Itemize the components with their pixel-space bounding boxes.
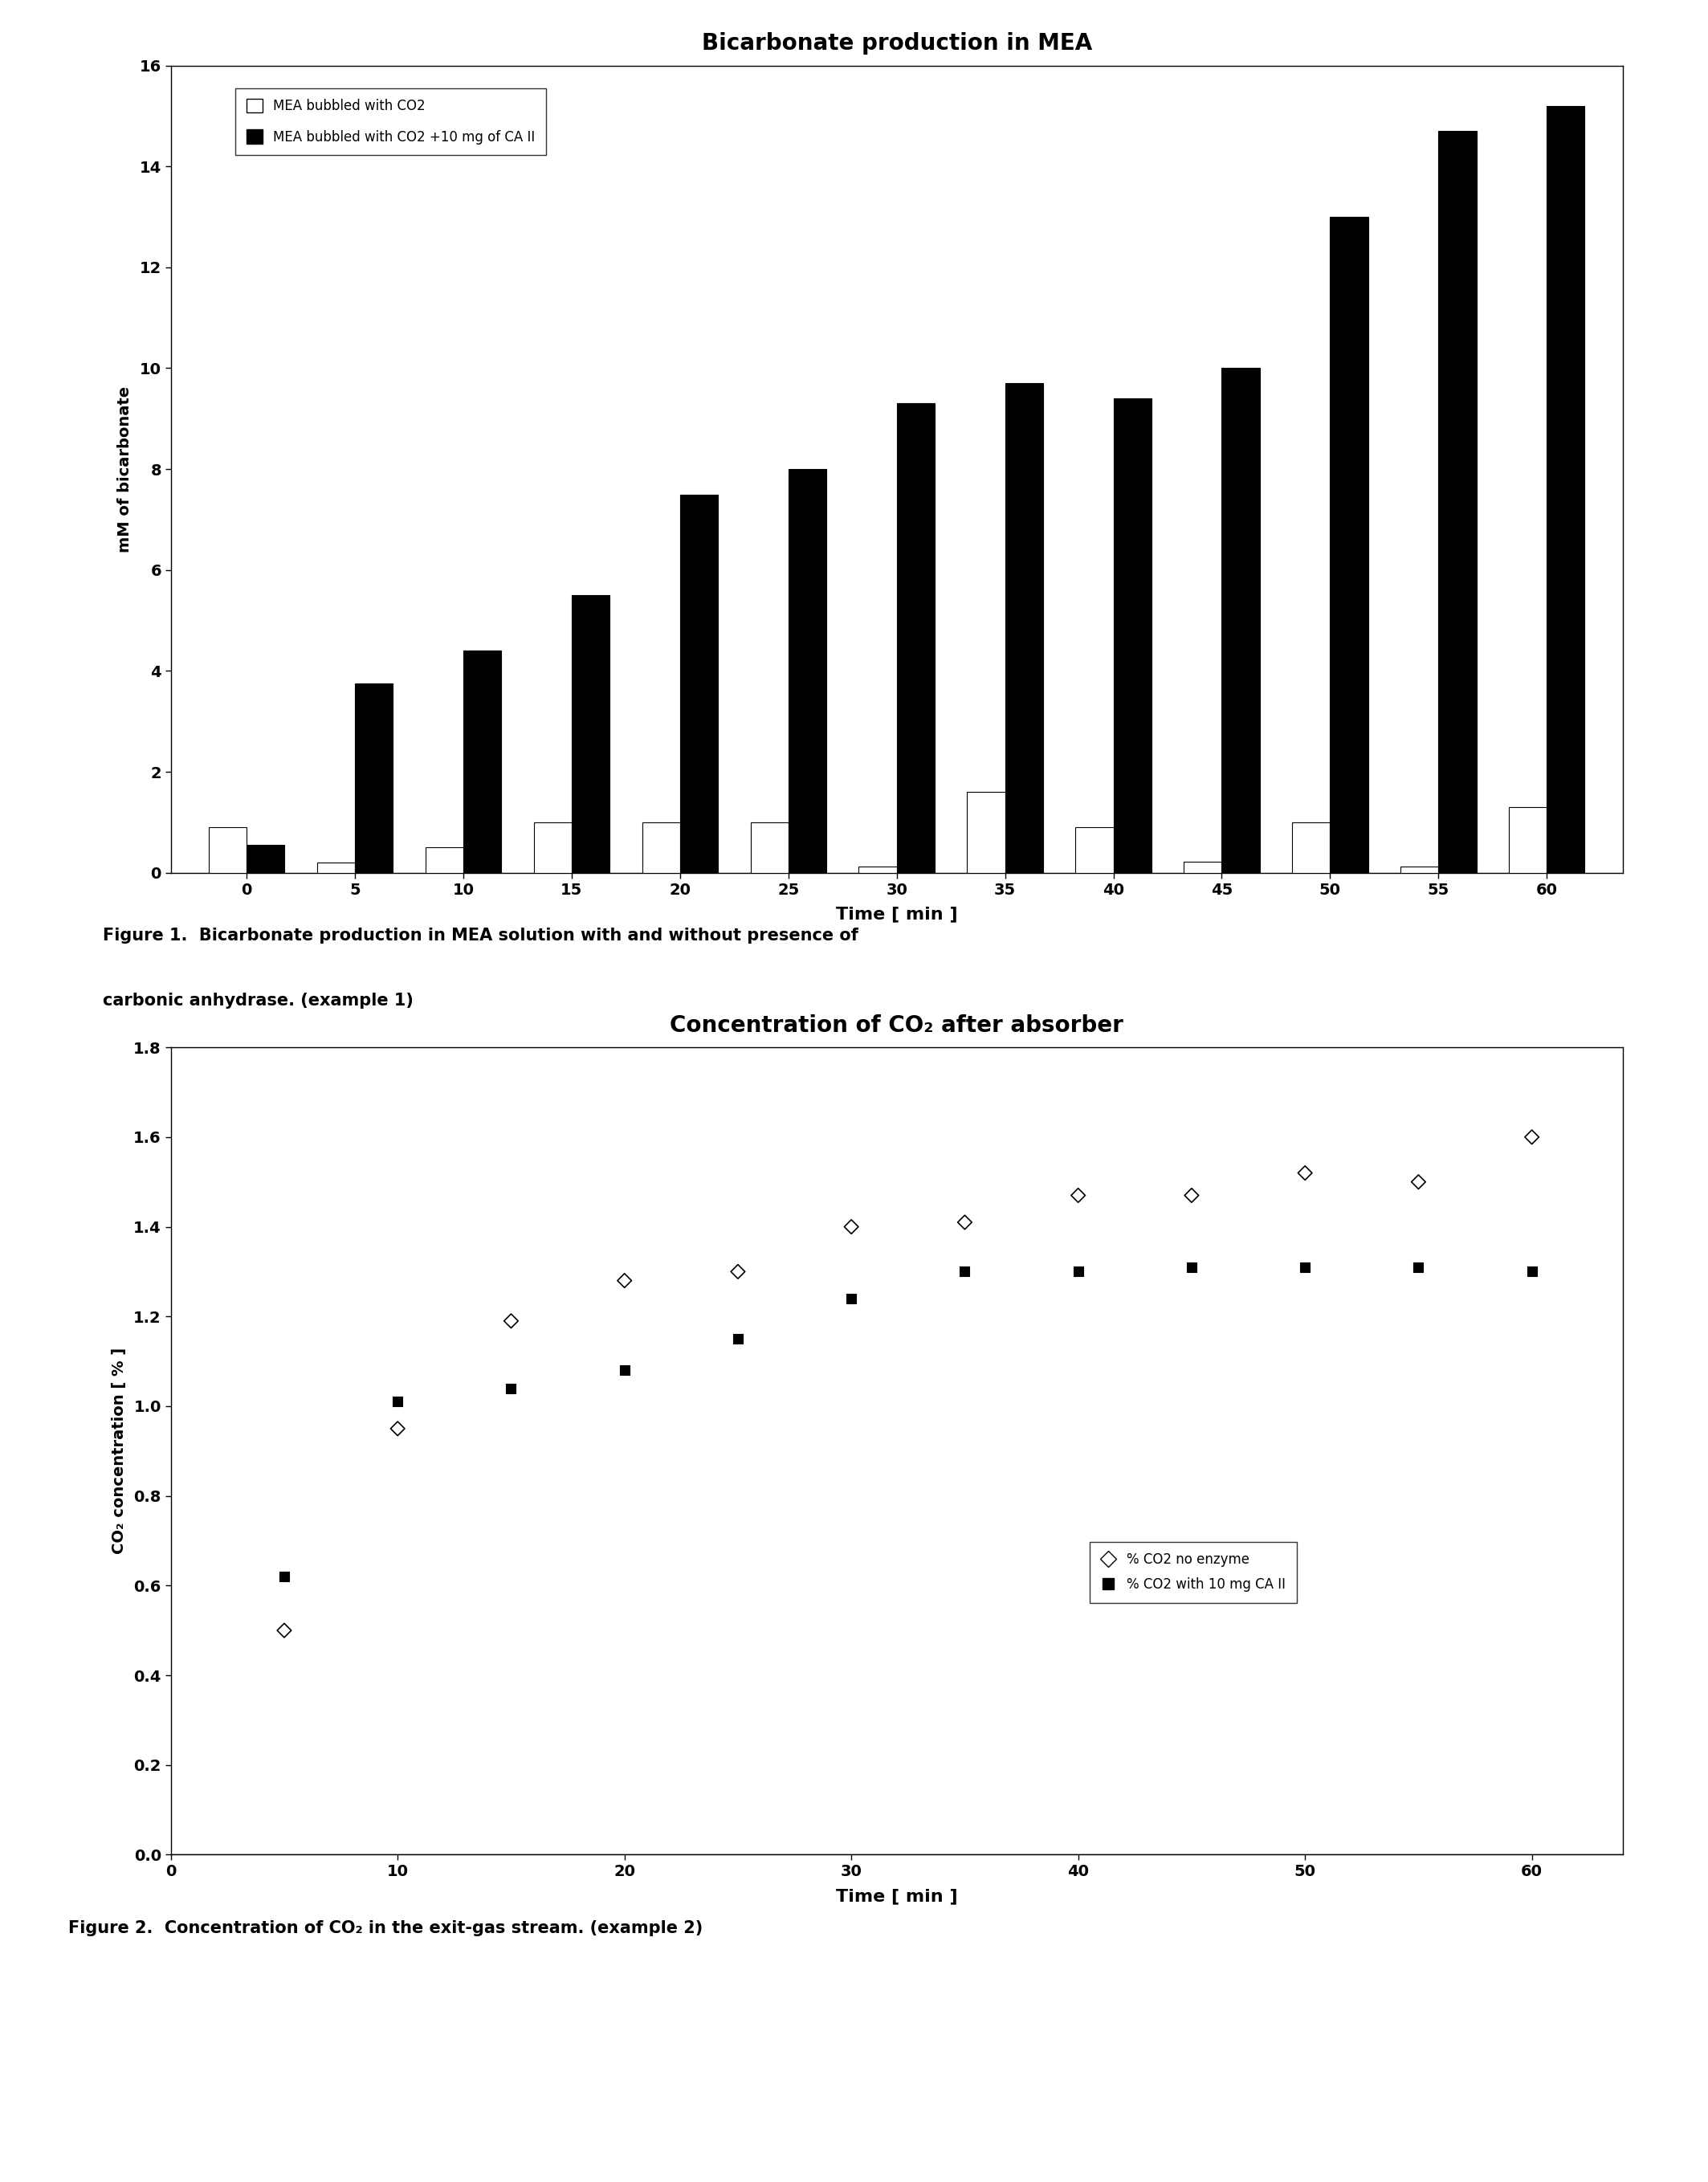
Bar [642,823,680,873]
Bar [208,827,246,873]
Legend: % CO2 no enzyme, % CO2 with 10 mg CA II: % CO2 no enzyme, % CO2 with 10 mg CA II [1090,1543,1296,1602]
Bar [533,823,572,873]
% CO2 with 10 mg CA II [270,1560,297,1595]
% CO2 no enzyme [270,1612,297,1647]
% CO2 no enzyme [611,1263,639,1298]
Y-axis label: CO₂ concentration [ % ]: CO₂ concentration [ % ] [111,1348,126,1554]
% CO2 no enzyme [497,1303,524,1338]
Text: Figure 1.  Bicarbonate production in MEA solution with and without presence of: Figure 1. Bicarbonate production in MEA … [102,927,857,943]
Bar [246,844,285,873]
% CO2 no enzyme [837,1209,864,1244]
Bar [1438,131,1476,873]
Bar [425,847,463,873]
Bar [897,404,934,873]
% CO2 no enzyme [1291,1156,1319,1191]
% CO2 no enzyme [1404,1165,1431,1200]
Title: Concentration of CO₂ after absorber: Concentration of CO₂ after absorber [670,1015,1124,1036]
Bar [355,683,393,873]
Y-axis label: mM of bicarbonate: mM of bicarbonate [118,386,133,552]
% CO2 with 10 mg CA II [724,1322,752,1357]
% CO2 no enzyme [1179,1178,1206,1213]
% CO2 no enzyme [1518,1119,1546,1154]
% CO2 with 10 mg CA II [1518,1255,1546,1290]
Bar [750,823,789,873]
Bar [572,596,610,873]
Bar [1401,866,1438,873]
% CO2 no enzyme [951,1204,979,1239]
Bar [1221,369,1261,873]
Bar [1004,384,1044,873]
Bar [1547,107,1585,873]
X-axis label: Time [ min ]: Time [ min ] [835,906,958,923]
% CO2 with 10 mg CA II [497,1370,524,1405]
% CO2 no enzyme [384,1412,412,1447]
Bar [1331,216,1368,873]
% CO2 with 10 mg CA II [1404,1250,1431,1285]
Bar [1184,862,1221,873]
% CO2 no enzyme [724,1255,752,1290]
% CO2 with 10 mg CA II [951,1255,979,1290]
Bar [1076,827,1114,873]
Bar [1114,399,1151,873]
Bar [967,792,1004,873]
% CO2 with 10 mg CA II [1291,1250,1319,1285]
Bar [463,650,500,873]
Text: Figure 2.  Concentration of CO₂ in the exit-gas stream. (example 2): Figure 2. Concentration of CO₂ in the ex… [68,1920,704,1935]
Title: Bicarbonate production in MEA: Bicarbonate production in MEA [702,33,1091,55]
Bar [859,866,897,873]
X-axis label: Time [ min ]: Time [ min ] [835,1887,958,1905]
Bar [680,495,717,873]
Legend: MEA bubbled with CO2, MEA bubbled with CO2 +10 mg of CA II: MEA bubbled with CO2, MEA bubbled with C… [236,87,547,155]
% CO2 with 10 mg CA II [1179,1250,1206,1285]
% CO2 with 10 mg CA II [1064,1255,1091,1290]
% CO2 with 10 mg CA II [837,1281,864,1316]
Bar [1508,807,1547,873]
% CO2 no enzyme [1064,1178,1091,1213]
Text: carbonic anhydrase. (example 1): carbonic anhydrase. (example 1) [102,993,413,1008]
Bar [318,862,355,873]
Bar [1293,823,1331,873]
Bar [789,469,827,873]
% CO2 with 10 mg CA II [384,1383,412,1418]
% CO2 with 10 mg CA II [611,1353,639,1388]
